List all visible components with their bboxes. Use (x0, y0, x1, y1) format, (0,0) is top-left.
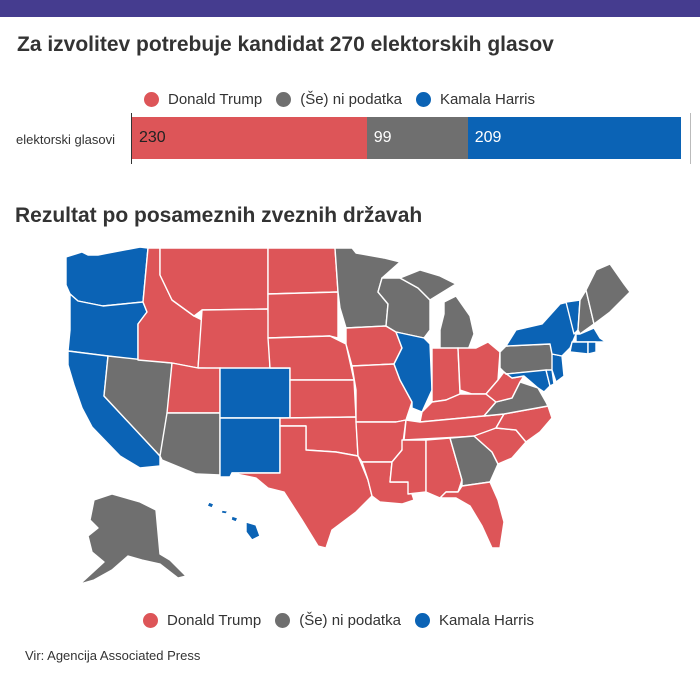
state-indiana (431, 347, 461, 403)
state-florida (439, 481, 505, 549)
chart-title: Za izvolitev potrebuje kandidat 270 elek… (17, 33, 554, 56)
bar-segment-1: 99 (366, 117, 468, 159)
state-hawaii (206, 501, 261, 541)
legend-item-trump: Donald Trump (143, 612, 261, 629)
legend-dot-none (275, 613, 291, 628)
state-colorado (219, 367, 291, 419)
state-connecticut (569, 341, 589, 355)
legend-label-harris: Kamala Harris (438, 612, 534, 629)
legend-item-trump: Donald Trump (144, 91, 262, 108)
electoral-votes-bar: 230 99 209 (132, 117, 681, 159)
bar-axis-end-line (690, 113, 691, 164)
state-illinois (393, 331, 433, 413)
state-new-mexico (219, 417, 281, 478)
legend-item-none: (Še) ni podatka (275, 612, 401, 629)
state-washington (65, 246, 149, 307)
legend-item-harris: Kamala Harris (414, 612, 534, 629)
state-utah (166, 362, 221, 414)
state-delaware (545, 369, 555, 387)
map-legend: Donald Trump (Še) ni podatka Kamala Harr… (143, 612, 548, 629)
us-results-map (65, 246, 631, 585)
state-iowa (345, 325, 403, 367)
bar-segment-2: 209 (467, 117, 681, 159)
state-kansas (289, 379, 357, 419)
state-arizona (159, 412, 221, 476)
state-south-dakota (267, 291, 339, 339)
legend-label-none: (Še) ni podatka (299, 612, 401, 629)
legend-label-none: (Še) ni podatka (300, 91, 402, 108)
legend-dot-harris (415, 92, 431, 107)
legend-item-harris: Kamala Harris (415, 91, 535, 108)
legend-label-harris: Kamala Harris (439, 91, 535, 108)
state-maine (585, 263, 631, 325)
state-texas (231, 425, 373, 549)
top-accent-bar (0, 0, 700, 17)
bar-value-label-2: 209 (474, 129, 502, 146)
bar-segment-0: 230 (132, 117, 367, 159)
bar-category-label: elektorski glasovi (16, 132, 115, 147)
state-alaska (79, 493, 187, 585)
bar-value-label-0: 230 (139, 129, 166, 146)
source-note: Vir: Agencija Associated Press (25, 648, 201, 663)
legend-dot-trump (144, 92, 159, 107)
legend-label-trump: Donald Trump (168, 91, 263, 108)
bar-legend: Donald Trump (Še) ni podatka Kamala Harr… (144, 91, 549, 108)
legend-dot-harris (414, 613, 430, 628)
state-wyoming (197, 308, 271, 371)
state-north-dakota (267, 247, 339, 295)
legend-dot-none (276, 92, 292, 107)
state-wisconsin (377, 277, 431, 339)
bar-value-label-1: 99 (373, 129, 392, 146)
state-new-hampshire (577, 289, 595, 335)
legend-dot-trump (143, 613, 158, 628)
state-rhode-island (587, 341, 597, 355)
legend-item-none: (Še) ni podatka (276, 91, 402, 108)
bar-axis-line (131, 113, 132, 164)
legend-label-trump: Donald Trump (167, 612, 262, 629)
map-title: Rezultat po posameznih zveznih državah (15, 204, 423, 227)
